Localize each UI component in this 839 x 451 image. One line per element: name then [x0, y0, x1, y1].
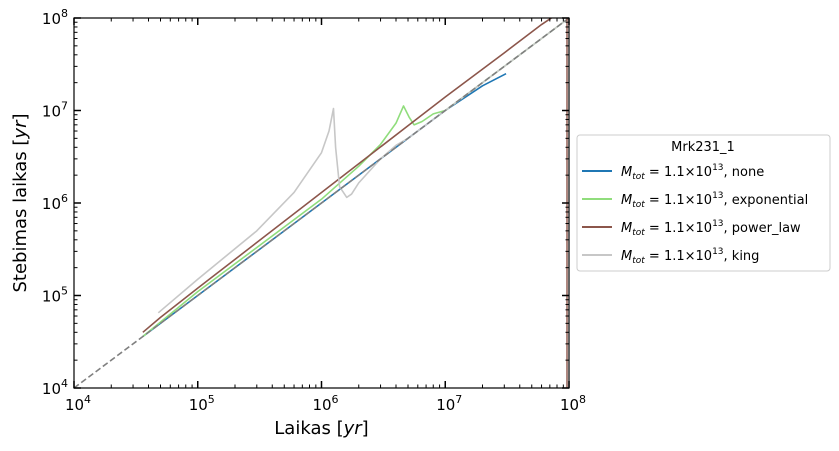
- legend-label-power-law: Mtot = 1.1×1013, power_law: [621, 219, 801, 238]
- x-tick-label: 104: [65, 393, 91, 414]
- y-axis-label: Stebimas laikas [yr]: [10, 113, 31, 292]
- y-tick-label: 107: [42, 100, 68, 121]
- legend-label-king: Mtot = 1.1×1013, king: [621, 247, 759, 266]
- y-tick-label: 106: [42, 192, 68, 213]
- legend-box: [576, 134, 831, 272]
- x-tick-label: 106: [312, 393, 338, 414]
- x-tick-label: 105: [189, 393, 215, 414]
- series-line-none: [142, 72, 507, 338]
- tick-layer: 104 105 106 107 108 104 105 106 107 108: [42, 7, 586, 414]
- y-tick-label: 105: [42, 285, 68, 306]
- y-tick-label: 104: [42, 377, 68, 398]
- y-tick-label: 108: [42, 7, 68, 28]
- reference-line: [74, 18, 569, 388]
- series-layer: [74, 18, 569, 388]
- legend-label-exponential: Mtot = 1.1×1013, exponential: [621, 191, 808, 210]
- legend-label-none: Mtot = 1.1×1013, none: [621, 163, 764, 182]
- legend-title: Mrk231_1: [671, 140, 735, 155]
- series-line-king: [157, 18, 569, 314]
- x-axis-label: Laikas [yr]: [274, 418, 368, 439]
- legend-entries: Mtot = 1.1×1013, none Mtot = 1.1×1013, ex…: [582, 163, 808, 266]
- x-tick-label: 107: [436, 393, 462, 414]
- series-line-power-law: [142, 18, 553, 333]
- x-tick-label: 108: [560, 393, 586, 414]
